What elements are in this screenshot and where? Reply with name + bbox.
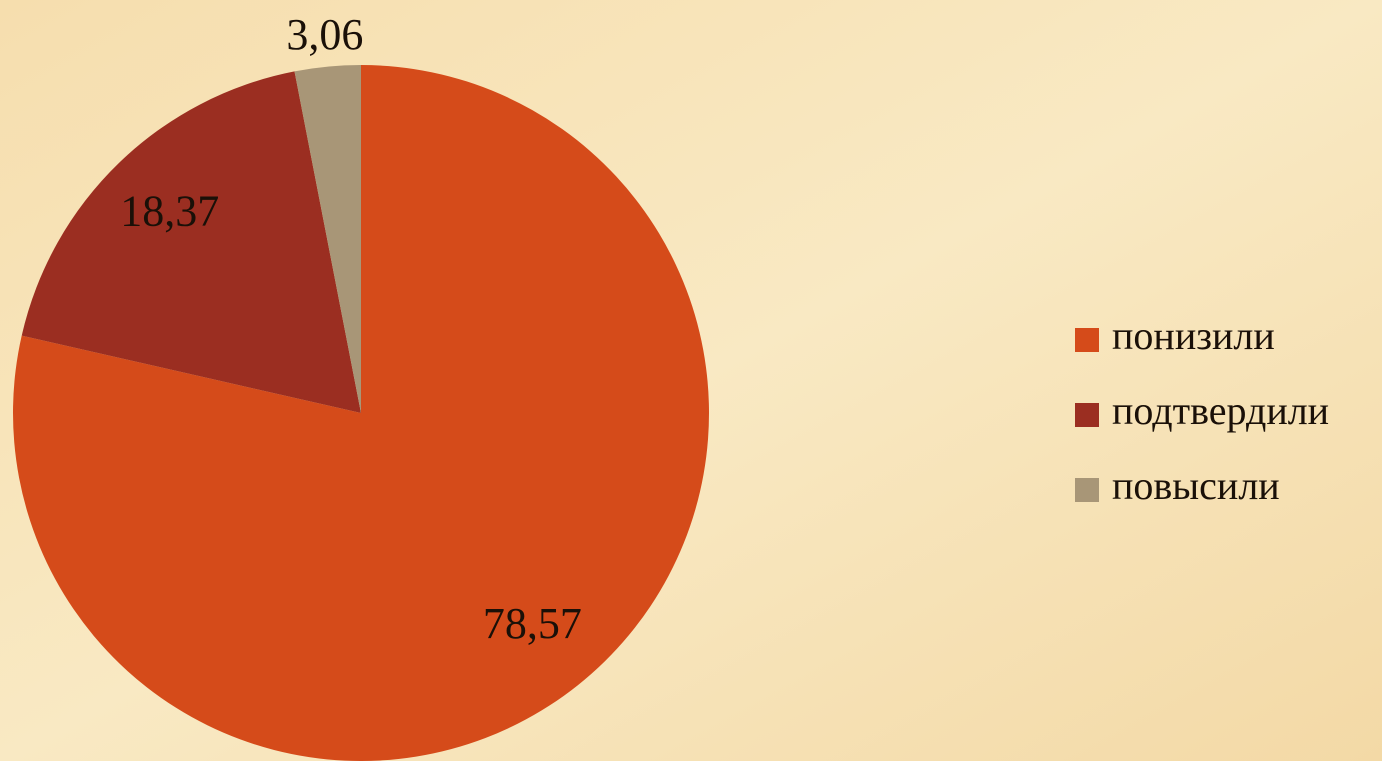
- pie: 78,57 18,37 3,06: [12, 10, 709, 761]
- pie-slice: [21, 71, 361, 413]
- data-label: 18,37: [120, 187, 219, 236]
- data-label: 3,06: [286, 10, 363, 59]
- legend-label: подтвердили: [1112, 388, 1329, 433]
- legend-swatch: [1075, 478, 1099, 502]
- legend-label: понизили: [1112, 313, 1275, 358]
- legend: понизили подтвердили повысили: [1075, 313, 1329, 508]
- legend-swatch: [1075, 328, 1099, 352]
- pie-slice: [12, 65, 709, 761]
- pie-slice: [294, 65, 361, 413]
- data-label: 78,57: [483, 599, 582, 648]
- legend-label: повысили: [1112, 463, 1280, 508]
- legend-swatch: [1075, 403, 1099, 427]
